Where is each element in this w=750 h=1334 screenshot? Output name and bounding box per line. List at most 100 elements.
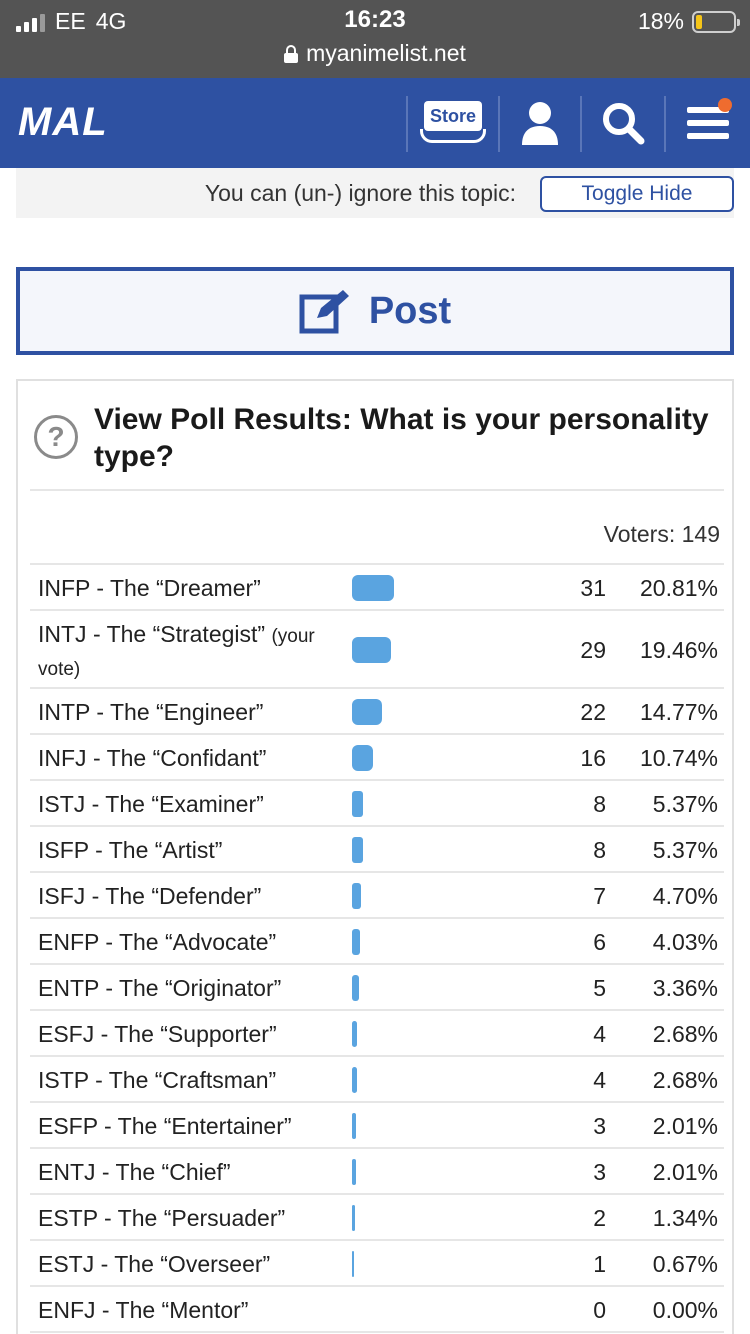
vote-percent: 19.46% <box>639 637 718 663</box>
option-name: ENFP - The “Advocate” <box>38 929 277 955</box>
option-name: ESFJ - The “Supporter” <box>38 1021 277 1047</box>
vote-count: 29 <box>580 637 606 663</box>
vote-count: 4 <box>593 1021 606 1047</box>
edit-icon <box>299 290 349 334</box>
poll-row: INTJ - The “Strategist” (your vote) 29 19.… <box>30 611 724 689</box>
option-name: ENTJ - The “Chief” <box>38 1159 231 1185</box>
url-text: myanimelist.net <box>306 40 466 66</box>
vote-count: 8 <box>593 791 606 817</box>
address-bar[interactable]: myanimelist.net <box>0 40 750 67</box>
vote-percent: 0.00% <box>652 1297 718 1323</box>
poll-bar <box>352 1067 357 1093</box>
search-icon <box>603 103 645 145</box>
poll-bar <box>352 791 363 817</box>
menu-button[interactable] <box>666 78 750 168</box>
poll-option-label: INFP - The “Dreamer” <box>38 574 338 602</box>
vote-count: 0 <box>593 1297 606 1323</box>
vote-count: 3 <box>593 1113 606 1139</box>
vote-percent: 5.37% <box>652 837 718 863</box>
option-name: ENTP - The “Originator” <box>38 975 282 1001</box>
vote-count: 22 <box>580 699 606 725</box>
vote-count: 2 <box>593 1205 606 1231</box>
vote-percent: 5.37% <box>652 791 718 817</box>
poll-row: ENFJ - The “Mentor” 0 0.00% <box>30 1287 724 1333</box>
vote-count: 3 <box>593 1159 606 1185</box>
toggle-hide-button[interactable]: Toggle Hide <box>540 176 734 212</box>
network-type: 4G <box>95 8 127 34</box>
poll-bar <box>352 575 394 601</box>
poll-option-label: INTP - The “Engineer” <box>38 698 338 726</box>
vote-count: 31 <box>580 575 606 601</box>
vote-percent: 4.70% <box>652 883 718 909</box>
vote-count: 4 <box>593 1067 606 1093</box>
carrier-info: EE 4G <box>16 8 126 35</box>
header-divider <box>406 96 408 152</box>
poll-row: ESFP - The “Entertainer” 3 2.01% <box>30 1103 724 1149</box>
profile-button[interactable] <box>500 78 580 168</box>
poll-bar <box>352 1021 357 1047</box>
vote-count: 16 <box>580 745 606 771</box>
question-icon: ? <box>34 415 78 459</box>
option-name: ISFP - The “Artist” <box>38 837 223 863</box>
poll-option-label: ESTP - The “Persuader” <box>38 1204 338 1232</box>
your-vote-note: (your vote) <box>38 626 315 680</box>
poll-bar <box>352 975 359 1001</box>
poll-row: ISTP - The “Craftsman” 4 2.68% <box>30 1057 724 1103</box>
header-divider <box>664 96 666 152</box>
vote-percent: 2.68% <box>652 1067 718 1093</box>
poll-results-table: INFP - The “Dreamer” 31 20.81% INTJ - The “… <box>30 563 724 1333</box>
poll-row: ESTJ - The “Overseer” 1 0.67% <box>30 1241 724 1287</box>
option-name: INFP - The “Dreamer” <box>38 575 261 601</box>
store-button[interactable]: Store <box>408 78 498 168</box>
poll-bar <box>352 929 360 955</box>
poll-row: INFJ - The “Confidant” 16 10.74% <box>30 735 724 781</box>
poll-row: INFP - The “Dreamer” 31 20.81% <box>30 565 724 611</box>
poll-option-label: ISTP - The “Craftsman” <box>38 1066 338 1094</box>
option-name: ESTJ - The “Overseer” <box>38 1251 271 1277</box>
battery-percent: 18% <box>637 8 684 34</box>
status-bar: EE 4G 16:23 18% myanimelist.net <box>0 0 750 78</box>
poll-option-label: ISFP - The “Artist” <box>38 836 338 864</box>
poll-row: ENTP - The “Originator” 5 3.36% <box>30 965 724 1011</box>
poll-row: INTP - The “Engineer” 22 14.77% <box>30 689 724 735</box>
vote-percent: 2.01% <box>652 1113 718 1139</box>
vote-percent: 4.03% <box>652 929 718 955</box>
post-button[interactable]: Post <box>16 267 734 355</box>
poll-bar <box>352 745 373 771</box>
poll-option-label: ESFP - The “Entertainer” <box>38 1112 338 1140</box>
poll-bar <box>352 837 363 863</box>
store-label: Store <box>424 101 482 131</box>
ignore-topic-text: You can (un-) ignore this topic: <box>204 180 516 206</box>
lock-icon <box>284 44 299 63</box>
poll-row: ESFJ - The “Supporter” 4 2.68% <box>30 1011 724 1057</box>
vote-percent: 20.81% <box>639 575 718 601</box>
poll-option-label: ENTJ - The “Chief” <box>38 1158 338 1186</box>
vote-percent: 0.67% <box>652 1251 718 1277</box>
poll-option-label: ENFP - The “Advocate” <box>38 928 338 956</box>
poll-row: ISTJ - The “Examiner” 8 5.37% <box>30 781 724 827</box>
option-name: ISTP - The “Craftsman” <box>38 1067 277 1093</box>
poll-row: ENTJ - The “Chief” 3 2.01% <box>30 1149 724 1195</box>
poll-option-label: ISFJ - The “Defender” <box>38 882 338 910</box>
poll-row: ENFP - The “Advocate” 6 4.03% <box>30 919 724 965</box>
poll-option-label: INTJ - The “Strategist” (your vote) <box>38 619 338 685</box>
option-name: ISTJ - The “Examiner” <box>38 791 264 817</box>
poll-option-label: ESFJ - The “Supporter” <box>38 1020 338 1048</box>
poll-bar <box>352 637 391 663</box>
option-name: ESFP - The “Entertainer” <box>38 1113 292 1139</box>
voter-count: Voters: 149 <box>603 521 720 547</box>
clock: 16:23 <box>344 6 406 33</box>
vote-percent: 1.34% <box>652 1205 718 1231</box>
vote-percent: 3.36% <box>652 975 718 1001</box>
option-name: INTP - The “Engineer” <box>38 699 264 725</box>
vote-percent: 14.77% <box>639 699 718 725</box>
vote-count: 1 <box>593 1251 606 1277</box>
option-name: ESTP - The “Persuader” <box>38 1205 286 1231</box>
search-button[interactable] <box>582 78 664 168</box>
profile-icon <box>522 102 558 145</box>
poll-panel: ? View Poll Results: What is your person… <box>16 379 734 1334</box>
store-icon: Store <box>420 101 486 145</box>
poll-header: ? View Poll Results: What is your person… <box>30 381 724 491</box>
notification-dot <box>718 98 732 112</box>
site-logo[interactable]: MAL <box>18 100 108 144</box>
